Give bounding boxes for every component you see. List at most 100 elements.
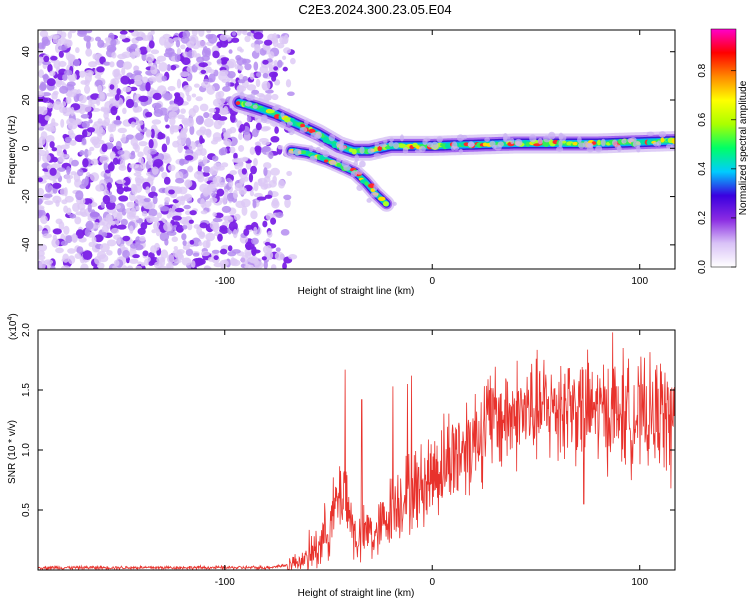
ridge-blob: [235, 101, 241, 106]
ridge-halo-dot: [286, 121, 293, 126]
noise-blob: [79, 150, 85, 156]
noise-blob: [213, 255, 219, 261]
ridge-halo-dot: [392, 201, 397, 206]
noise-blob: [150, 49, 160, 55]
colorbar-ticks: 0.0 0.2 0.4 0.6 0.8: [697, 63, 736, 274]
ridge-halo-dot: [588, 142, 594, 149]
noise-blob: [99, 91, 105, 100]
noise-blob: [191, 93, 197, 98]
noise-blob: [43, 193, 53, 198]
noise-blob: [195, 257, 204, 266]
noise-blob: [40, 215, 48, 225]
noise-blob: [174, 53, 181, 63]
noise-blob: [179, 71, 190, 77]
noise-blob: [85, 40, 91, 50]
noise-blob: [58, 156, 65, 163]
ridge-halo-dot: [612, 139, 618, 146]
noise-blob: [180, 44, 186, 50]
ridge-halo-dot: [503, 133, 508, 141]
noise-blob: [97, 39, 105, 48]
noise-blob: [88, 98, 93, 108]
noise-blob: [239, 65, 244, 71]
noise-blob: [113, 259, 120, 267]
noise-blob: [122, 86, 132, 93]
noise-blob: [135, 206, 140, 211]
noise-blob: [38, 187, 45, 197]
noise-blob: [118, 195, 129, 202]
noise-blob: [264, 241, 271, 246]
noise-blob: [212, 50, 220, 59]
noise-blob: [216, 166, 225, 171]
noise-blob: [272, 175, 277, 184]
noise-blob: [197, 40, 207, 48]
ridge-halo-dot: [389, 137, 395, 142]
noise-blob: [230, 257, 236, 266]
noise-blob: [100, 201, 105, 209]
noise-blob: [173, 258, 182, 264]
noise-blob: [262, 145, 271, 152]
noise-blob: [119, 34, 127, 40]
noise-blob: [203, 128, 212, 136]
noise-blob: [51, 147, 58, 152]
noise-blob: [39, 97, 49, 103]
noise-blob: [49, 265, 56, 269]
noise-blob: [231, 31, 237, 36]
ridge-blob: [364, 181, 369, 186]
noise-blob: [172, 37, 182, 42]
noise-blob: [88, 61, 98, 68]
noise-blob: [69, 140, 77, 146]
noise-blob: [150, 245, 158, 254]
noise-blob: [99, 154, 109, 164]
noise-blob: [62, 253, 70, 263]
noise-blob: [153, 158, 164, 168]
snr-y-tick-label: 1.0: [21, 443, 32, 457]
noise-blob: [143, 146, 151, 156]
noise-blob: [86, 127, 96, 133]
noise-blob: [68, 59, 74, 68]
noise-blob: [38, 122, 42, 129]
noise-blob: [156, 85, 167, 95]
ridge-halo-dot: [329, 160, 337, 166]
noise-blob: [262, 59, 269, 65]
noise-blob: [115, 115, 121, 122]
noise-blob: [192, 105, 199, 114]
noise-blob: [216, 188, 225, 197]
noise-blob: [151, 119, 162, 125]
noise-blob: [65, 138, 72, 144]
noise-blob: [192, 252, 200, 257]
noise-blob: [251, 246, 257, 257]
spectrogram-x-tick-label: 0: [429, 276, 435, 287]
noise-blob: [209, 181, 220, 188]
noise-blob: [47, 63, 53, 73]
noise-blob: [261, 140, 271, 146]
noise-blob: [109, 61, 115, 68]
noise-blob: [117, 247, 122, 256]
noise-blob: [147, 175, 155, 182]
spectrogram-x-tick-label: 100: [631, 276, 648, 287]
ridge-halo-dot: [355, 169, 364, 175]
noise-blob: [60, 118, 65, 128]
ridge-halo-dot: [239, 91, 245, 100]
noise-blob: [265, 183, 272, 189]
ridge-halo-dot: [304, 119, 309, 126]
noise-blob: [67, 248, 76, 254]
ridge-halo-dot: [616, 145, 622, 153]
noise-blob: [109, 133, 114, 142]
noise-blob: [75, 190, 84, 201]
noise-blob: [152, 92, 162, 101]
noise-blob: [148, 76, 156, 82]
noise-blob: [206, 85, 216, 95]
noise-blob: [209, 197, 218, 203]
noise-blob: [92, 53, 98, 60]
noise-blob: [263, 167, 268, 177]
noise-blob: [177, 114, 185, 120]
noise-blob: [119, 30, 128, 35]
noise-blob: [253, 181, 259, 192]
noise-blob: [283, 47, 292, 54]
noise-blob: [204, 200, 212, 208]
ridge-halo-dot: [627, 138, 633, 143]
ridge-blob: [525, 142, 531, 147]
ridge-halo-dot: [577, 136, 582, 143]
ridge-halo-dot: [370, 191, 379, 198]
noise-blob: [209, 220, 220, 230]
